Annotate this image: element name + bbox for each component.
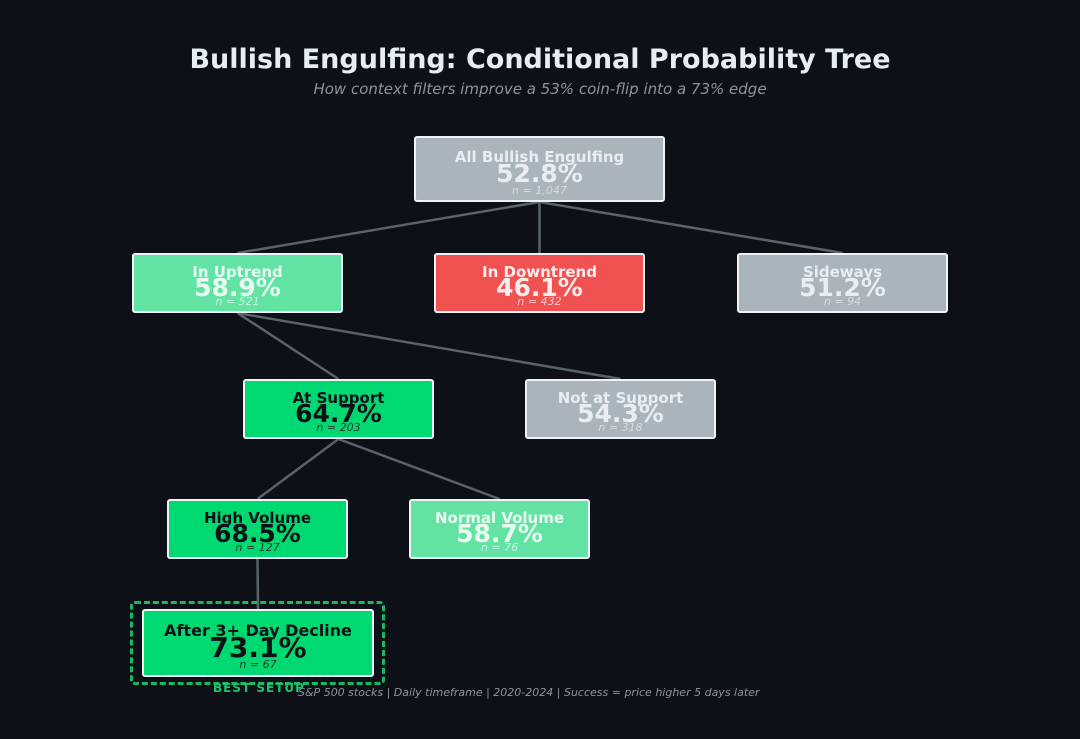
node-label: Not at Support bbox=[557, 389, 684, 407]
node-sample-size: n = 521 bbox=[215, 295, 260, 308]
edge-all-to-uptrend bbox=[237, 200, 540, 255]
edge-uptrend-to-not_support bbox=[237, 311, 621, 381]
node-after-3-day-decline: After 3+ Day Decline 73.1% n = 67 bbox=[142, 609, 374, 677]
node-sideways: Sideways 51.2% n = 94 bbox=[737, 253, 948, 313]
node-at-support: At Support 64.7% n = 203 bbox=[243, 379, 434, 439]
node-not-at-support: Not at Support 54.3% n = 318 bbox=[525, 379, 716, 439]
edge-high_volume-to-decline bbox=[256, 558, 260, 610]
node-label: All Bullish Engulfing bbox=[454, 148, 625, 166]
node-label: At Support bbox=[292, 389, 385, 407]
node-sample-size: n = 76 bbox=[480, 541, 519, 554]
edge-uptrend-to-support bbox=[236, 311, 340, 381]
diagram-subtitle: How context filters improve a 53% coin-f… bbox=[313, 80, 767, 98]
edge-all-to-sideways bbox=[539, 200, 843, 255]
node-all-bullish-engulfing: All Bullish Engulfing 52.8% n = 1,047 bbox=[414, 136, 665, 202]
node-probability: 68.5% bbox=[214, 519, 301, 548]
node-label: Normal Volume bbox=[434, 509, 565, 527]
diagram-title: Bullish Engulfing: Conditional Probabili… bbox=[189, 44, 891, 75]
node-probability: 51.2% bbox=[799, 273, 886, 302]
node-sample-size: n = 67 bbox=[239, 658, 277, 671]
edge-support-to-normal_volume bbox=[338, 437, 500, 501]
node-probability: 46.1% bbox=[496, 273, 583, 302]
node-sample-size: n = 127 bbox=[235, 541, 280, 554]
node-sample-size: n = 1,047 bbox=[512, 184, 567, 197]
node-sample-size: n = 203 bbox=[316, 421, 361, 434]
edge-support-to-high_volume bbox=[256, 437, 340, 501]
node-normal-volume: Normal Volume 58.7% n = 76 bbox=[409, 499, 590, 559]
node-label: High Volume bbox=[203, 509, 312, 527]
node-probability: 58.9% bbox=[194, 273, 281, 302]
best-setup-highlight bbox=[130, 601, 385, 685]
footnote: S&P 500 stocks | Daily timeframe | 2020-… bbox=[298, 686, 760, 699]
node-probability: 73.1% bbox=[209, 631, 307, 664]
node-in-downtrend: In Downtrend 46.1% n = 432 bbox=[434, 253, 645, 313]
node-label: In Downtrend bbox=[482, 263, 597, 281]
node-in-uptrend: In Uptrend 58.9% n = 521 bbox=[132, 253, 343, 313]
node-probability: 58.7% bbox=[456, 519, 543, 548]
node-sample-size: n = 94 bbox=[823, 295, 862, 308]
node-sample-size: n = 318 bbox=[598, 421, 643, 434]
node-label: After 3+ Day Decline bbox=[164, 621, 352, 640]
node-probability: 54.3% bbox=[577, 399, 664, 428]
node-high-volume: High Volume 68.5% n = 127 bbox=[167, 499, 348, 559]
node-label: Sideways bbox=[802, 263, 883, 281]
best-setup-label: BEST SETUP bbox=[213, 681, 305, 695]
node-label: In Uptrend bbox=[192, 263, 283, 281]
node-probability: 52.8% bbox=[496, 159, 583, 188]
node-probability: 64.7% bbox=[295, 399, 382, 428]
node-sample-size: n = 432 bbox=[517, 295, 562, 308]
